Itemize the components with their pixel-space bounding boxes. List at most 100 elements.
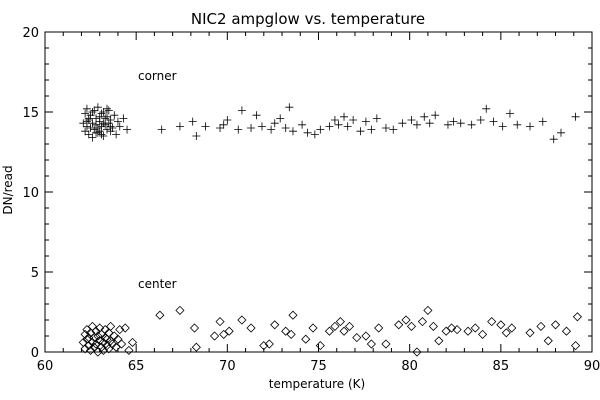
plus-marker-point — [285, 103, 294, 112]
plus-marker-point — [102, 112, 111, 121]
plus-marker-point — [489, 117, 498, 126]
plus-marker-point — [108, 124, 117, 132]
plus-marker-point — [443, 120, 452, 129]
y-tick-label: 15 — [22, 106, 39, 121]
plus-marker-point — [412, 120, 421, 129]
x-tick-label: 85 — [493, 359, 510, 374]
plus-marker-point — [571, 112, 580, 121]
diamond-marker-point — [324, 326, 335, 336]
plus-marker-point — [93, 124, 102, 132]
plus-marker-point — [498, 122, 507, 131]
plus-marker-point — [237, 106, 246, 115]
diamond-marker-point — [478, 329, 488, 339]
diamond-marker-point — [259, 341, 269, 351]
plus-marker-point — [340, 112, 349, 121]
plus-marker-point — [381, 124, 390, 132]
plus-marker-point — [104, 106, 113, 115]
plus-marker-point — [316, 125, 325, 134]
diamond-marker-point — [127, 337, 138, 347]
diamond-marker-point — [224, 326, 234, 336]
diamond-marker-point — [301, 334, 311, 344]
plus-marker-point — [95, 112, 104, 121]
diamond-marker-point — [470, 323, 480, 333]
plus-marker-point — [106, 122, 115, 131]
x-tick-label: 75 — [310, 359, 327, 374]
diamond-marker-point — [572, 312, 582, 322]
diamond-marker-point — [80, 344, 90, 354]
plus-marker-point — [88, 133, 97, 142]
diamond-marker-point — [315, 341, 325, 351]
diamond-marker-point — [189, 323, 200, 333]
plus-marker-point — [188, 117, 197, 126]
plus-marker-point — [99, 108, 108, 116]
diamond-marker-point — [84, 341, 94, 351]
diamond-marker-point — [175, 305, 185, 315]
plus-marker-point — [216, 124, 225, 132]
plus-marker-point — [356, 127, 365, 136]
diamond-marker-point — [463, 326, 473, 336]
plus-marker-point — [557, 128, 566, 137]
plus-marker-point — [102, 104, 111, 113]
diamond-marker-point — [339, 326, 349, 336]
plus-marker-point — [102, 125, 111, 134]
plus-marker-point — [99, 132, 108, 140]
plus-marker-point — [505, 109, 514, 118]
diamond-marker-point — [550, 320, 561, 330]
plus-marker-point — [84, 130, 93, 139]
diamond-marker-point — [352, 333, 362, 343]
diamond-marker-point — [117, 339, 127, 349]
plus-marker-point — [456, 119, 465, 128]
diamond-marker-point — [361, 331, 371, 341]
diamond-marker-point — [366, 339, 376, 349]
diamond-marker-point — [447, 323, 457, 333]
diamond-marker-point — [571, 341, 581, 351]
diamond-marker-point — [401, 315, 411, 325]
plus-marker-point — [330, 116, 339, 124]
plus-marker-point — [247, 124, 256, 132]
plus-marker-point — [298, 120, 307, 129]
plus-marker-point — [288, 127, 297, 136]
plus-marker-point — [482, 104, 491, 113]
plus-marker-point — [113, 117, 122, 126]
y-axis-label: DN/read — [1, 165, 15, 214]
diamond-marker-point — [394, 320, 404, 330]
plus-marker-point — [538, 117, 547, 126]
plus-marker-point — [267, 125, 276, 134]
plus-marker-point — [95, 127, 104, 136]
plus-marker-point — [88, 108, 97, 116]
data-marks — [78, 103, 582, 357]
diamond-marker-point — [115, 325, 125, 335]
plus-marker-point — [93, 103, 102, 112]
diamond-marker-point — [215, 317, 225, 327]
axis-ticks — [44, 31, 593, 353]
plus-marker-point — [303, 128, 312, 137]
plus-marker-point — [389, 125, 398, 134]
plus-marker-point — [86, 124, 95, 132]
plus-marker-point — [110, 111, 119, 120]
diamond-marker-point — [106, 321, 116, 331]
x-tick-label: 80 — [401, 359, 418, 374]
diamond-marker-point — [507, 323, 517, 333]
plus-marker-point — [79, 119, 88, 128]
plus-marker-point — [367, 125, 376, 134]
y-tick-label: 10 — [22, 186, 39, 201]
plus-marker-point — [270, 119, 279, 128]
diamond-marker-point — [487, 317, 497, 327]
plus-marker-point — [361, 117, 370, 126]
diamond-marker-point — [87, 321, 97, 331]
plus-marker-point — [431, 111, 440, 120]
chart-title: NIC2 ampglow vs. temperature — [191, 10, 425, 28]
plus-marker-point — [115, 122, 124, 131]
diamond-marker-point — [423, 305, 433, 315]
plus-marker-point — [192, 132, 201, 140]
diamond-marker-point — [452, 325, 462, 335]
plus-marker-point — [175, 122, 184, 131]
diamond-marker-point — [428, 321, 438, 331]
plus-marker-point — [88, 119, 97, 128]
plus-marker-point — [349, 116, 358, 124]
diamond-marker-point — [412, 347, 422, 357]
plus-marker-point — [526, 122, 535, 131]
diamond-marker-point — [344, 321, 355, 331]
plus-marker-point — [407, 116, 416, 124]
